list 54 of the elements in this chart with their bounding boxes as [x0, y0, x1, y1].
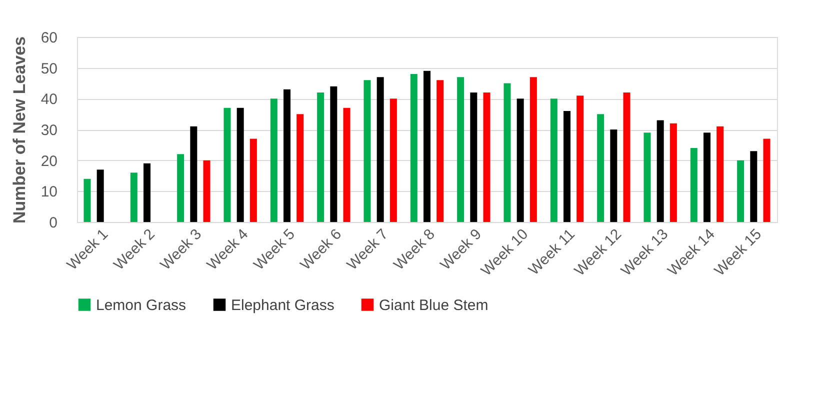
bar [343, 108, 350, 222]
bar [516, 98, 524, 222]
bar [690, 148, 698, 222]
bar [763, 138, 770, 222]
bar [424, 70, 430, 222]
bar [270, 98, 278, 222]
y-tick-label: 40 [40, 91, 58, 108]
legend-label: Lemon Grass [96, 296, 186, 314]
bar [530, 77, 537, 222]
bar [296, 114, 304, 222]
bar [576, 96, 584, 222]
bar [470, 92, 478, 222]
bar [177, 154, 184, 222]
bar [410, 74, 418, 222]
bar [436, 80, 444, 222]
y-tick-label: 30 [40, 122, 58, 139]
bar [190, 126, 198, 222]
y-tick-label: 10 [40, 184, 58, 201]
bar [236, 108, 244, 222]
bar [750, 151, 758, 222]
bar [457, 77, 464, 222]
y-tick-label: 0 [49, 214, 58, 232]
bar [550, 98, 558, 222]
bar [716, 126, 724, 222]
legend-label: Giant Blue Stem [379, 296, 488, 314]
bar [130, 172, 138, 222]
y-axis-title: Number of New Leaves [10, 36, 29, 224]
bar [670, 123, 677, 222]
bar [504, 83, 511, 222]
bar [704, 132, 710, 222]
bar [224, 108, 231, 222]
bar [250, 138, 257, 222]
bar [483, 92, 490, 222]
bar [644, 132, 651, 222]
bar [737, 160, 744, 222]
bar [390, 98, 397, 222]
y-tick-label: 60 [40, 30, 58, 46]
bar [144, 163, 150, 222]
bar [284, 89, 290, 222]
bar [203, 160, 210, 222]
y-tick-label: 50 [40, 60, 58, 78]
bar [564, 111, 570, 222]
bar [623, 92, 630, 222]
bar [84, 178, 91, 222]
bar [317, 92, 324, 222]
bar [597, 114, 604, 222]
bar [656, 120, 664, 222]
bar [376, 77, 384, 222]
bar [610, 130, 618, 222]
bar [96, 170, 104, 222]
y-tick-label: 20 [40, 152, 58, 170]
legend-label: Elephant Grass [231, 296, 334, 314]
bar [364, 80, 371, 222]
bar [330, 86, 338, 222]
